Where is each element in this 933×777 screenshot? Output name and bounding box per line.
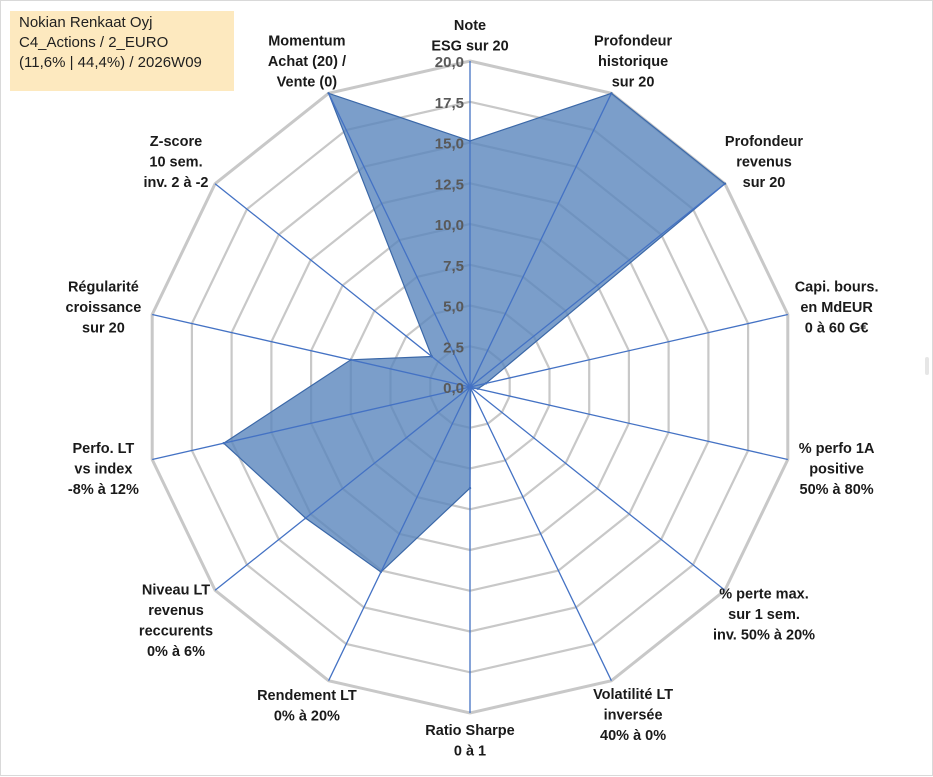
axis-label-8: Ratio Sharpe 0 à 1 bbox=[425, 723, 514, 760]
axis-spoke-9 bbox=[328, 386, 471, 681]
tick-label-2: 5,0 bbox=[443, 299, 464, 316]
axis-label-13: Z-score 10 sem. inv. 2 à -2 bbox=[143, 134, 208, 191]
axis-label-2: Profondeur historique sur 20 bbox=[594, 33, 672, 90]
series-area bbox=[222, 92, 726, 573]
axis-spoke-6 bbox=[469, 386, 726, 591]
axis-spoke-7 bbox=[469, 386, 612, 681]
axis-spoke-3 bbox=[469, 183, 726, 388]
tick-label-7: 17,5 bbox=[435, 95, 464, 112]
tick-label-1: 2,5 bbox=[443, 339, 464, 356]
axis-spoke-13 bbox=[214, 183, 471, 388]
axis-label-10: Niveau LT revenus reccurents 0% à 6% bbox=[139, 583, 213, 661]
info-company-name: Nokian Renkaat Oyj bbox=[19, 14, 153, 31]
info-box: Nokian Renkaat Oyj C4_Actions / 2_EURO (… bbox=[10, 11, 234, 91]
axis-label-12: Régularité croissance sur 20 bbox=[66, 280, 142, 337]
axis-spoke-14 bbox=[328, 93, 471, 388]
axis-label-14: Momentum Achat (20) / Vente (0) bbox=[268, 33, 346, 90]
tick-label-5: 12,5 bbox=[435, 176, 464, 193]
label-layer: Note ESG sur 20 Profondeur historique sur 20… bbox=[66, 18, 879, 760]
tick-label-3: 7,5 bbox=[443, 258, 464, 275]
tick-label-0: 0,0 bbox=[443, 380, 464, 397]
axis-label-5: % perfo 1A positive 50% à 80% bbox=[799, 441, 875, 498]
axis-label-4: Capi. bours. en MdEUR 0 à 60 G€ bbox=[795, 280, 879, 337]
info-category: C4_Actions / 2_EURO bbox=[19, 34, 169, 51]
tick-layer: 0,0 2,5 5,0 7,5 10,0 12,5 15,0 17,5 20,0 bbox=[435, 54, 464, 397]
axis-spoke-11 bbox=[152, 386, 471, 461]
tick-label-8: 20,0 bbox=[435, 54, 464, 71]
axis-label-6: % perte max. sur 1 sem. inv. 50% à 20% bbox=[713, 586, 815, 643]
spoke-layer bbox=[152, 61, 788, 713]
axis-label-1: Note ESG sur 20 bbox=[431, 18, 508, 55]
axis-spoke-2 bbox=[469, 93, 612, 388]
axis-label-11: Perfo. LT vs index -8% à 12% bbox=[68, 441, 139, 498]
tick-label-6: 15,0 bbox=[435, 136, 464, 153]
axis-spoke-10 bbox=[214, 386, 471, 591]
series-layer bbox=[222, 92, 727, 574]
axis-spoke-5 bbox=[469, 386, 788, 461]
axis-label-9: Rendement LT 0% à 20% bbox=[257, 688, 357, 725]
scrollbar-thumb[interactable] bbox=[925, 357, 929, 375]
info-scores-week: (11,6% | 44,4%) / 2026W09 bbox=[19, 54, 202, 71]
axis-spoke-4 bbox=[469, 313, 788, 388]
tick-label-4: 10,0 bbox=[435, 217, 464, 234]
axis-label-7: Volatilité LT inversée 40% à 0% bbox=[593, 687, 673, 744]
axis-spoke-12 bbox=[152, 313, 471, 388]
axis-label-3: Profondeur revenus sur 20 bbox=[725, 134, 803, 191]
